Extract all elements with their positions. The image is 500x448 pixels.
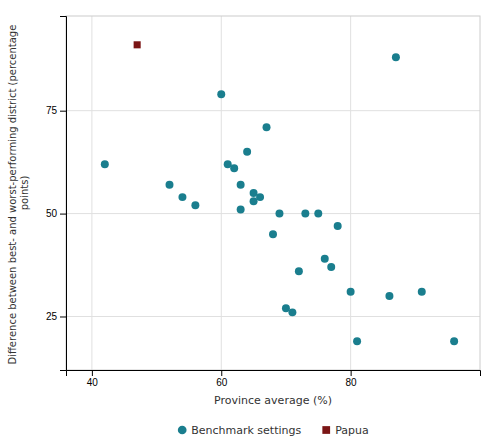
tick-mark xyxy=(221,370,222,376)
point xyxy=(166,181,174,189)
plot: 40 60 80 25 50 75 xyxy=(46,16,481,388)
legend-label: Benchmark settings xyxy=(191,424,301,437)
grid-line xyxy=(66,213,480,214)
tick-mark xyxy=(60,214,66,215)
legend-item: Papua xyxy=(322,424,368,437)
point xyxy=(385,292,393,300)
y-axis-title-line: points) xyxy=(19,176,30,211)
point xyxy=(353,337,361,345)
point xyxy=(392,53,400,61)
tick: 25 xyxy=(46,311,66,322)
grid xyxy=(66,16,480,370)
point xyxy=(288,308,296,316)
x-axis-title: Province average (%) xyxy=(214,394,332,407)
point xyxy=(237,205,245,213)
tick: 60 xyxy=(216,370,228,388)
point xyxy=(321,255,329,263)
grid-line xyxy=(66,110,480,111)
tick-label: 75 xyxy=(46,105,58,116)
point xyxy=(230,164,238,172)
legend-swatch xyxy=(322,426,330,434)
point xyxy=(295,267,303,275)
tick: 75 xyxy=(46,105,66,116)
point xyxy=(237,181,245,189)
tick-mark xyxy=(92,370,93,376)
point xyxy=(275,210,283,218)
axis-line xyxy=(67,371,481,377)
x-axis: 40 60 80 xyxy=(67,370,481,388)
point xyxy=(256,193,264,201)
tick: 50 xyxy=(46,208,66,219)
tick-mark xyxy=(351,370,352,376)
legend-label: Papua xyxy=(335,424,369,437)
tick-label: 50 xyxy=(46,208,58,219)
chart-container: 40 60 80 25 50 75 Province average (%) Differen… xyxy=(0,0,500,448)
tick-label: 60 xyxy=(216,377,228,388)
chart: 40 60 80 25 50 75 Province average (%) Differen… xyxy=(0,0,500,448)
point xyxy=(327,263,335,271)
legend-swatch xyxy=(178,426,187,435)
tick-mark xyxy=(60,316,66,317)
axis-line xyxy=(60,17,67,371)
point xyxy=(263,123,271,131)
tick-mark xyxy=(60,111,66,112)
point xyxy=(243,148,251,156)
tick-label: 80 xyxy=(346,377,358,388)
point xyxy=(314,210,322,218)
tick: 40 xyxy=(87,370,99,388)
tick: 80 xyxy=(346,370,358,388)
point xyxy=(301,210,309,218)
point xyxy=(347,288,355,296)
legend: Benchmark settings Papua xyxy=(178,424,369,437)
grid-line xyxy=(66,316,480,317)
point xyxy=(178,193,186,201)
points xyxy=(101,41,458,345)
y-axis: 25 50 75 xyxy=(46,17,67,371)
point xyxy=(217,90,225,98)
point xyxy=(450,337,458,345)
tick-label: 25 xyxy=(46,311,58,322)
point xyxy=(418,288,426,296)
point xyxy=(334,222,342,230)
y-axis-title: Difference between best- and worst-perfo… xyxy=(7,21,30,364)
plot-frame xyxy=(66,16,480,370)
legend-item: Benchmark settings xyxy=(178,424,302,437)
tick-label: 40 xyxy=(87,377,99,388)
y-axis-title-line: Difference between best- and worst-perfo… xyxy=(7,21,18,364)
point xyxy=(269,230,277,238)
point xyxy=(101,160,109,168)
point xyxy=(134,41,141,48)
point xyxy=(191,201,199,209)
